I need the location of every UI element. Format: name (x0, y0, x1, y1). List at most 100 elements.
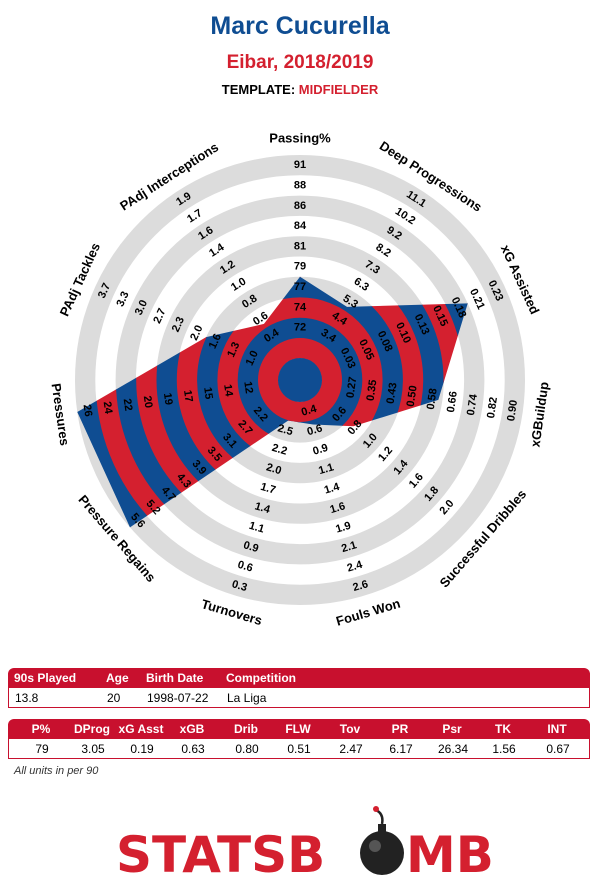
tick-label: 3.3 (114, 290, 131, 309)
tick-label: 0.6 (236, 559, 254, 575)
stats-header-passing: P% (31, 722, 51, 736)
tick-label: 0.9 (311, 442, 329, 458)
stats-value-psr: 26.34 (437, 742, 469, 756)
axis-label: Turnovers (200, 596, 264, 628)
info-header-age: Age (106, 671, 129, 685)
stats-value-flw: 0.51 (287, 742, 311, 756)
tick-label: 0.6 (306, 422, 324, 438)
info-table: 90s Played Age Birth Date Competition 13… (8, 668, 590, 708)
info-value-90s: 13.8 (15, 691, 39, 705)
tick-label: 72 (294, 322, 306, 334)
units-footnote: All units in per 90 (14, 765, 99, 777)
tick-label: 2.0 (188, 323, 205, 342)
tick-label: 12 (241, 381, 255, 395)
axis-label: Fouls Won (334, 596, 402, 629)
tick-label: 0.4 (300, 403, 319, 419)
tick-label: 84 (294, 220, 307, 232)
tick-label: 79 (294, 261, 306, 273)
tick-label: 0.3 (230, 578, 248, 594)
tick-label: 1.6 (207, 332, 224, 351)
tick-label: 2.2 (270, 442, 288, 458)
tick-label: 26 (81, 404, 95, 418)
tick-label: 1.4 (323, 481, 342, 497)
axis-label: xGBuildup (527, 381, 551, 448)
info-value-birth-date: 1998-07-22 (147, 691, 209, 705)
tick-label: 91 (294, 159, 306, 171)
radar-chart: 7274777981848688913.44.45.36.37.38.29.21… (49, 131, 552, 629)
logo-text-part1: STATSB (116, 826, 325, 880)
tick-label: 0.9 (242, 539, 260, 555)
tick-label: 1.3 (225, 340, 242, 359)
info-table-row: 13.8 20 1998-07-22 La Liga (8, 688, 590, 708)
tick-label: 1.0 (229, 275, 248, 293)
tick-label: 1.1 (317, 461, 335, 477)
tick-label: 1.4 (207, 241, 227, 260)
team-season: Eibar, 2018/2019 (226, 52, 374, 73)
tick-label: 2.7 (151, 307, 168, 326)
tick-label: 1.7 (185, 207, 204, 225)
statsbomb-logo: STATSB MB (116, 806, 494, 880)
stats-value-xgb: 0.63 (181, 742, 205, 756)
info-table-header: 90s Played Age Birth Date Competition (8, 668, 590, 688)
stats-value-int: 0.67 (546, 742, 570, 756)
stats-header-drib: Drib (234, 722, 258, 736)
player-name: Marc Cucurella (210, 12, 390, 40)
tick-label: 15 (201, 386, 215, 400)
ring-band (74, 154, 526, 606)
info-header-birth-date: Birth Date (146, 671, 204, 685)
tick-label: 3.7 (96, 281, 113, 300)
tick-label: 2.4 (346, 559, 365, 575)
stats-value-tov: 2.47 (339, 742, 363, 756)
stats-table-header: P% DProg xG Asst xGB Drib FLW Tov PR Psr… (8, 719, 590, 739)
stats-value-tk: 1.56 (492, 742, 516, 756)
axis-label: Pressures (49, 382, 73, 446)
tick-label: 0.90 (505, 399, 520, 422)
stats-header-int: INT (547, 722, 567, 736)
stats-value-pr: 6.17 (389, 742, 413, 756)
tick-label: 1.2 (376, 445, 395, 464)
stats-header-tov: Tov (339, 722, 361, 736)
tick-label: 24 (101, 401, 115, 416)
tick-label: 88 (294, 179, 306, 191)
info-value-competition: La Liga (227, 691, 267, 705)
template-line: TEMPLATE: MIDFIELDER (0, 82, 600, 97)
tick-label: 1.4 (253, 500, 272, 516)
tick-label: 1.7 (259, 481, 277, 497)
tick-label: 0.21 (467, 287, 487, 311)
stats-header-psr: Psr (442, 722, 462, 736)
center-disc (278, 358, 322, 402)
stats-table-row: 79 3.05 0.19 0.63 0.80 0.51 2.47 6.17 26… (8, 739, 590, 759)
tick-label: 0.74 (465, 392, 480, 416)
tick-label: 0.35 (365, 379, 380, 402)
tick-label: 2.0 (265, 461, 283, 477)
tick-label: 86 (294, 200, 306, 212)
radar-center (278, 358, 322, 402)
info-value-age: 20 (107, 691, 121, 705)
tick-label: 20 (141, 395, 155, 409)
tick-label: 1.0 (244, 349, 261, 368)
tick-label: 2.0 (437, 498, 456, 517)
tick-label: 3.0 (133, 298, 150, 317)
info-header-competition: Competition (226, 671, 296, 685)
tick-label: 1.6 (407, 471, 426, 490)
stats-header-flw: FLW (285, 722, 311, 736)
tick-label: 1.6 (329, 500, 347, 516)
tick-label: 1.9 (334, 520, 352, 536)
tick-label: 2.6 (352, 578, 370, 594)
axis-label: Passing% (269, 131, 331, 146)
stats-value-drib: 0.80 (235, 742, 259, 756)
tick-label: 8.2 (374, 241, 393, 259)
tick-label: 19 (161, 392, 175, 406)
tick-label: 77 (294, 281, 306, 293)
tick-label: 0.27 (344, 376, 359, 399)
info-header-90s: 90s Played (14, 671, 77, 685)
stats-header-pr: PR (391, 722, 409, 736)
tick-label: 2.5 (276, 422, 294, 438)
template-label: TEMPLATE: (221, 82, 296, 97)
tick-label: 74 (294, 301, 307, 313)
tick-label: 0.50 (405, 385, 420, 408)
bomb-icon (360, 806, 404, 875)
tick-label: 0.58 (425, 388, 440, 411)
stats-header-xgasst: xG Asst (118, 722, 164, 736)
stats-header-dprog: DProg (74, 722, 110, 736)
